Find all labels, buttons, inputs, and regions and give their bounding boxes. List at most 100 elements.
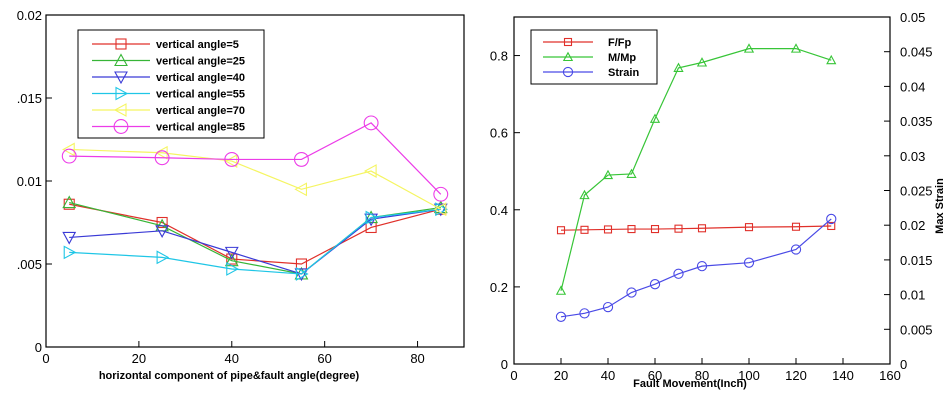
- series-group-right: [555, 43, 837, 322]
- legend-marker: [114, 71, 128, 85]
- y2-tick-label: 0.015: [900, 253, 933, 268]
- data-point: [626, 287, 637, 298]
- series-line: [560, 48, 832, 291]
- data-point: [62, 195, 77, 209]
- series-line: [69, 122, 442, 195]
- data-point: [743, 257, 755, 268]
- series-line: [69, 208, 441, 275]
- data-point: [790, 43, 802, 53]
- series-line: [560, 218, 832, 318]
- legend-marker: [115, 86, 129, 101]
- y-tick-label: 0.4: [490, 203, 508, 218]
- data-point: [673, 62, 684, 72]
- data-point: [433, 202, 447, 217]
- y-axis-right-left-side: 0 0.2 0.4 0.6 0.8: [490, 49, 520, 372]
- y-tick-label: 0.02: [17, 8, 42, 23]
- x-tick-label: 20: [554, 368, 568, 383]
- legend-label: vertical angle=70: [156, 105, 245, 117]
- legend-marker: [562, 51, 574, 62]
- data-point: [649, 113, 661, 123]
- data-point: [697, 224, 707, 233]
- y2-axis-label-right: Max Strain: [934, 178, 946, 234]
- x-tick-label: 60: [317, 351, 331, 366]
- x-tick-label: 160: [879, 368, 901, 383]
- legend-label: vertical angle=85: [156, 122, 245, 134]
- legend-label: vertical angle=55: [156, 89, 245, 101]
- data-point: [294, 268, 309, 282]
- data-point: [602, 169, 614, 180]
- data-point: [555, 285, 567, 295]
- legend-label: vertical angle=40: [156, 72, 245, 84]
- data-point: [579, 308, 590, 319]
- data-point: [790, 244, 802, 255]
- x-axis-label-left: horizontal component of pipe&fault angle…: [99, 370, 360, 382]
- legend-marker: [113, 103, 127, 117]
- y2-tick-label: 0.005: [900, 322, 933, 337]
- legend-label: F/Fp: [608, 37, 631, 49]
- y2-tick-label: 0.025: [900, 184, 933, 199]
- x-tick-label: 100: [738, 368, 760, 383]
- y-axis-left: 0 .005 0.01 .015 0.02: [17, 8, 52, 355]
- x-tick-label: 80: [410, 351, 424, 366]
- x-axis-left: 0 20 40 60 80: [42, 341, 425, 366]
- data-point: [580, 225, 589, 234]
- y-tick-label: 0.8: [490, 49, 508, 64]
- y-tick-label: .015: [17, 91, 42, 106]
- data-point: [649, 279, 661, 290]
- legend-label: vertical angle=25: [156, 56, 245, 68]
- data-point: [673, 268, 684, 279]
- data-point: [294, 182, 307, 197]
- legend-label: Strain: [608, 67, 639, 79]
- data-point: [827, 221, 836, 231]
- series-group-left: [61, 115, 449, 282]
- data-point: [154, 150, 170, 166]
- data-point: [363, 164, 377, 178]
- y-tick-label: .005: [17, 257, 42, 272]
- data-point: [224, 246, 239, 260]
- series-line: [69, 208, 441, 275]
- y-axis-right-secondary: 0 0.005 0.01 0.015 0.02 0.025 0.03 0.035 0.04 0.0…: [884, 10, 933, 372]
- legend-label: M/Mp: [608, 52, 636, 64]
- data-point: [156, 250, 170, 265]
- x-tick-label: 60: [648, 368, 662, 383]
- legend-marker: [115, 38, 127, 50]
- data-point: [826, 213, 837, 225]
- data-point: [224, 151, 240, 167]
- data-point: [295, 267, 309, 281]
- legend-box-left: [77, 29, 265, 139]
- data-point: [603, 225, 613, 234]
- chart-left: 0 .005 0.01 .015 0.02 0 20 40 60 80 horizontal c…: [17, 8, 465, 382]
- series-line: [69, 201, 441, 275]
- x-tick-label: 40: [225, 351, 239, 366]
- data-point: [226, 262, 239, 276]
- x-tick-label: 140: [832, 368, 854, 383]
- y2-tick-label: 0.045: [900, 45, 933, 60]
- x-tick-label: 0: [510, 368, 517, 383]
- y2-tick-label: 0.035: [900, 114, 933, 129]
- legend-box-right: [530, 29, 658, 85]
- legend-label: vertical angle=5: [156, 39, 239, 51]
- data-point: [579, 189, 590, 200]
- data-point: [363, 115, 379, 131]
- y2-tick-label: 0.01: [900, 288, 925, 303]
- data-point: [61, 148, 77, 164]
- data-point: [224, 154, 238, 169]
- y-tick-label: 0: [501, 357, 508, 372]
- data-point: [63, 245, 77, 260]
- data-point: [744, 223, 754, 232]
- legend-marker: [563, 37, 573, 47]
- legend-marker: [562, 66, 574, 78]
- x-tick-label: 40: [601, 368, 615, 383]
- y-tick-label: 0: [35, 340, 42, 355]
- series-line: [69, 203, 441, 265]
- data-point: [155, 225, 170, 238]
- y2-tick-label: 0.03: [900, 149, 925, 164]
- y2-tick-label: 0.02: [900, 218, 925, 233]
- data-point: [626, 168, 637, 178]
- x-axis-right: 0 20 40 60 80 100 120 140 160: [510, 358, 901, 383]
- data-point: [602, 301, 614, 313]
- data-point: [433, 186, 449, 202]
- legend-right: F/Fp M/Mp Strain: [543, 37, 639, 79]
- chart-right: 0 0.2 0.4 0.6 0.8 0 0.005 0.01 0.015 0.02 0.025 0.…: [490, 10, 946, 390]
